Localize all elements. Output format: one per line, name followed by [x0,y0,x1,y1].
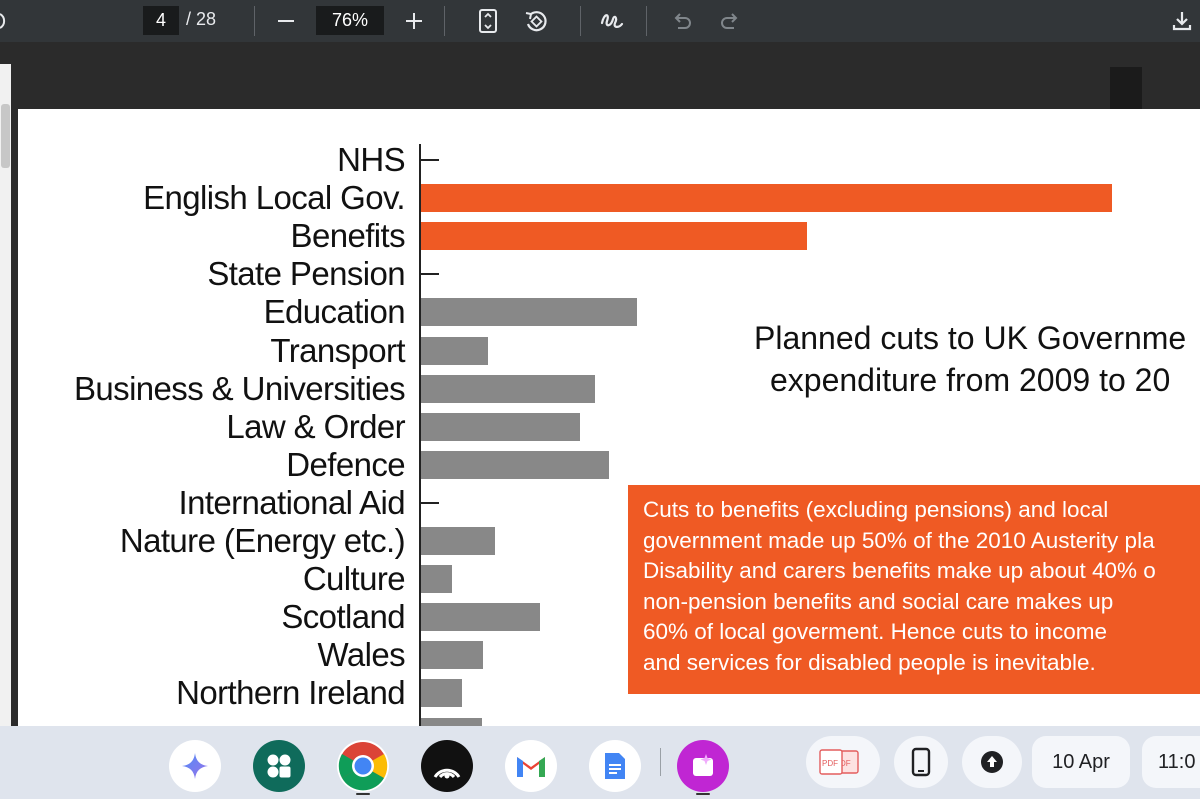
category-label: Transport [270,331,405,369]
chart-title: Planned cuts to UK Governme expenditure … [754,317,1186,401]
upload-status-icon[interactable] [962,736,1022,788]
fit-page-icon[interactable] [476,0,500,42]
phone-hub-icon[interactable] [894,736,948,788]
svg-text:DF: DF [840,759,851,768]
bar [420,298,638,327]
pdf-tray-item[interactable]: DF PDF [806,736,880,788]
pdf-file-icon: DF PDF [819,749,859,775]
category-label: Education [263,293,406,331]
docs-icon[interactable] [589,740,641,792]
toolbar-divider [444,6,445,36]
chart-axis [419,144,421,729]
chart-title-line: Planned cuts to UK Governme [754,320,1187,356]
bar [420,222,807,251]
zero-value-tick [420,273,439,276]
rotate-icon[interactable] [520,0,552,42]
category-label: Nature (Energy etc.) [119,522,406,559]
category-label: Wales [317,636,406,674]
running-indicator [696,793,710,795]
undo-icon[interactable] [670,0,694,42]
page-total: / 28 [186,9,217,29]
bar [420,603,541,632]
bar [420,184,1112,213]
annotate-icon[interactable] [598,0,626,42]
category-label: Defence [286,445,405,483]
adjacent-page-edge [1110,67,1142,111]
toolbar-divider [254,6,255,36]
category-label: State Pension [207,255,405,293]
toolbar-divider [646,6,647,36]
bar [420,374,596,403]
sidebar-toggle-icon[interactable] [0,0,10,42]
redo-icon[interactable] [718,0,742,42]
zoom-out-icon[interactable] [274,0,298,42]
category-label: Culture [302,560,406,598]
category-label: Benefits [290,217,406,255]
bar [420,527,495,555]
category-label: Northern Ireland [176,674,405,712]
info-callout: Cuts to benefits (excluding pensions) an… [628,485,1200,694]
bar-partial [420,717,482,729]
svg-text:PDF: PDF [822,759,838,768]
gmail-icon[interactable] [505,740,557,792]
pdf-page: NHS English Local Gov. Benefits State Pensi… [18,109,1200,729]
scrollbar-thumb[interactable] [1,104,10,168]
bar [420,336,488,365]
canvas-icon[interactable] [677,740,729,792]
category-label: English Local Gov. [143,179,406,217]
download-icon[interactable] [1168,0,1196,42]
pdf-viewer: NHS English Local Gov. Benefits State Pensi… [0,42,1200,729]
bar [420,679,463,708]
chrome-icon[interactable] [337,740,389,792]
gemini-icon[interactable] [169,740,221,792]
pdf-toolbar: 4 / 28 76% [0,0,1200,42]
bar [420,565,452,594]
podcast-icon[interactable] [421,740,473,792]
zero-value-tick [420,501,439,504]
bar [420,412,580,441]
toolbar-divider [580,6,581,36]
date-display[interactable]: 10 Apr [1032,736,1130,788]
bar [420,450,609,479]
bar [420,641,483,670]
scrollbar[interactable] [0,64,11,726]
shelf-divider [660,748,661,776]
category-label: International Aid [178,483,406,521]
zoom-in-icon[interactable] [402,0,426,42]
page-number-input[interactable]: 4 [143,6,179,35]
category-label: Scotland [281,598,405,636]
chart-title-line: expenditure from 2009 to 20 [769,362,1171,398]
category-label: Business & Universities [74,369,406,407]
time-display[interactable]: 11:0 [1142,736,1200,788]
category-label: NHS [337,141,405,178]
zero-value-tick [420,159,439,161]
zoom-level-input[interactable]: 76% [316,6,384,35]
os-shelf: DF PDF 10 Apr 11:0 [0,726,1200,799]
app-launcher-icon[interactable] [253,740,305,792]
running-indicator [356,793,370,795]
category-label: Law & Order [226,407,405,445]
